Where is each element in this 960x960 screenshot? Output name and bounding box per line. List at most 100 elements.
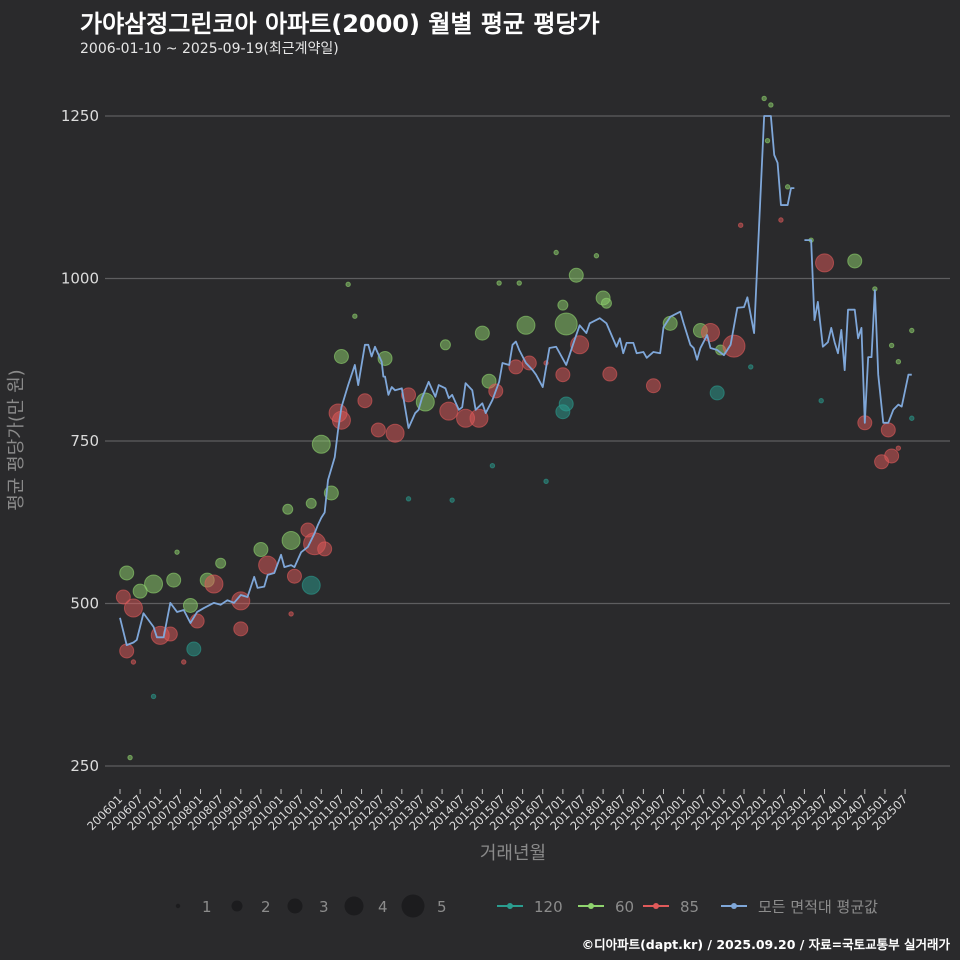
data-point-60 <box>600 297 612 309</box>
y-tick-label: 1250 <box>61 107 99 125</box>
size-legend-label: 5 <box>437 898 447 916</box>
data-point-60 <box>333 349 349 364</box>
data-point-120 <box>150 693 157 700</box>
y-tick-label: 500 <box>70 595 99 613</box>
size-legend-label: 1 <box>202 898 212 916</box>
size-legend-label: 4 <box>378 898 388 916</box>
size-legend-label: 2 <box>261 898 271 916</box>
data-point-60 <box>888 342 895 349</box>
size-legend-marker <box>401 894 425 918</box>
data-point-60 <box>557 299 569 311</box>
data-point-85 <box>370 422 386 438</box>
data-point-85 <box>884 448 900 464</box>
data-point-60 <box>282 503 294 515</box>
data-point-60 <box>144 574 164 594</box>
data-point-85 <box>130 659 137 665</box>
legend-marker-s120 <box>507 903 513 909</box>
data-point-60 <box>847 253 863 269</box>
legend-label: 60 <box>615 898 634 916</box>
data-point-85 <box>233 621 249 637</box>
data-point-120 <box>555 404 571 420</box>
data-point-60 <box>895 359 902 365</box>
data-point-85 <box>737 222 744 228</box>
data-point-60 <box>345 281 351 288</box>
data-point-85 <box>401 387 417 403</box>
y-tick-label: 750 <box>70 432 99 450</box>
data-point-60 <box>516 315 536 335</box>
data-point-85 <box>181 659 187 665</box>
data-point-85 <box>880 422 896 438</box>
y-tick-label: 250 <box>70 757 99 775</box>
data-point-85 <box>722 334 746 358</box>
data-point-60 <box>593 253 600 259</box>
data-point-85 <box>508 359 524 375</box>
y-axis-title: 평균 평당가(만 원) <box>6 369 27 510</box>
data-point-60 <box>305 497 317 509</box>
data-point-120 <box>909 415 915 421</box>
data-point-60 <box>415 392 435 412</box>
data-point-85 <box>700 322 720 342</box>
data-point-85 <box>331 410 351 430</box>
legend-marker-s60 <box>588 903 594 909</box>
data-point-85 <box>385 423 405 443</box>
data-point-85 <box>521 355 537 371</box>
data-point-60 <box>474 325 490 341</box>
data-point-60 <box>568 267 584 283</box>
average-line <box>804 239 912 424</box>
data-point-60 <box>784 184 791 190</box>
data-point-85 <box>602 366 618 382</box>
legend-label: 120 <box>534 898 563 916</box>
data-point-85 <box>895 445 902 451</box>
data-point-120 <box>748 364 754 370</box>
chart-title: 가야삼정그린코아 아파트(2000) 월별 평균 평당가 <box>80 10 600 38</box>
data-point-120 <box>405 496 412 502</box>
data-point-120 <box>449 497 455 503</box>
data-point-60 <box>166 572 182 588</box>
data-point-85 <box>119 643 135 659</box>
data-point-60 <box>439 339 451 351</box>
data-point-60 <box>909 327 915 334</box>
data-point-85 <box>357 393 373 409</box>
data-point-85 <box>555 367 571 383</box>
data-point-60 <box>496 280 502 286</box>
data-point-60 <box>215 557 227 569</box>
data-point-120 <box>489 463 496 469</box>
data-point-60 <box>127 754 133 761</box>
data-point-85 <box>123 598 143 618</box>
x-axis-title: 거래년월 <box>480 843 546 864</box>
data-point-60 <box>352 313 358 319</box>
source-footer: ©디아파트(dapt.kr) / 2025.09.20 / 자료=국토교통부 실… <box>581 937 950 952</box>
size-legend-marker <box>175 903 181 909</box>
data-point-85 <box>204 574 224 594</box>
data-point-60 <box>281 530 301 550</box>
data-point-60 <box>553 249 559 256</box>
data-point-85 <box>258 555 278 575</box>
data-point-85 <box>286 568 302 584</box>
data-point-60 <box>768 102 774 108</box>
size-legend-marker <box>344 896 364 916</box>
data-point-85 <box>439 401 459 421</box>
data-point-85 <box>645 378 661 394</box>
data-point-85 <box>162 626 178 642</box>
data-point-60 <box>516 280 522 286</box>
data-point-60 <box>182 597 198 613</box>
legend-marker-s85 <box>653 903 659 909</box>
data-point-85 <box>778 217 784 223</box>
data-point-120 <box>818 398 824 404</box>
data-point-120 <box>543 478 549 484</box>
data-point-60 <box>311 434 331 454</box>
legend-label: 모든 면적대 평균값 <box>758 898 878 916</box>
legend-label: 85 <box>680 898 699 916</box>
data-point-85 <box>815 253 835 273</box>
data-point-85 <box>115 589 131 605</box>
data-point-85 <box>288 611 294 617</box>
y-tick-label: 1000 <box>61 270 99 288</box>
data-point-120 <box>709 385 725 401</box>
data-point-60 <box>174 549 180 555</box>
data-point-60 <box>764 138 771 144</box>
size-legend-marker <box>287 898 303 914</box>
data-point-120 <box>301 575 321 595</box>
average-line <box>119 115 795 646</box>
chart-subtitle: 2006-01-10 ~ 2025-09-19(최근계약일) <box>80 41 339 57</box>
